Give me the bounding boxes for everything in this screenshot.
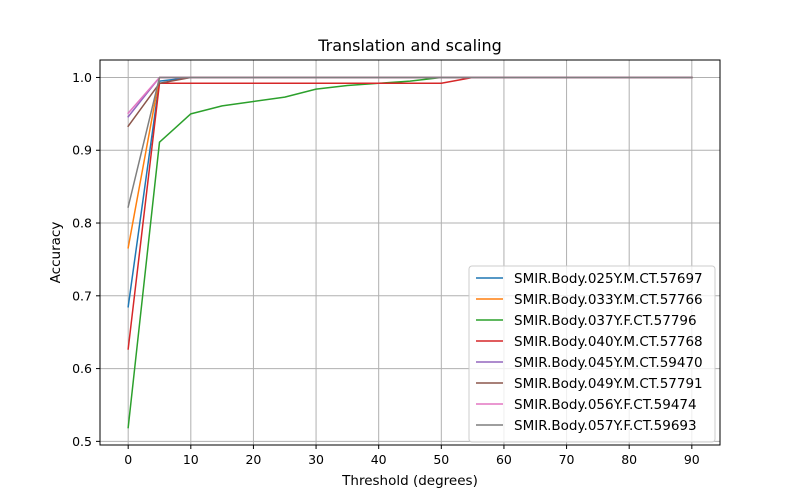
legend-label: SMIR.Body.040Y.M.CT.57768 [514,334,703,350]
x-tick-label: 90 [684,452,700,467]
legend-box [468,265,716,443]
x-tick-label: 80 [621,452,637,467]
legend-label: SMIR.Body.025Y.M.CT.57697 [514,271,703,287]
x-tick-label: 20 [245,452,261,467]
y-tick-label: 0.6 [72,361,92,376]
legend-label: SMIR.Body.056Y.F.CT.59474 [514,397,697,413]
legend-label: SMIR.Body.057Y.F.CT.59693 [514,418,697,434]
x-tick-label: 70 [559,452,575,467]
y-tick-label: 0.7 [72,288,92,303]
x-tick-label: 10 [183,452,199,467]
x-tick-label: 40 [371,452,387,467]
x-axis-label: Threshold (degrees) [341,473,478,489]
legend: SMIR.Body.025Y.M.CT.57697 SMIR.Body.033Y.… [468,265,716,443]
y-tick-label: 0.8 [72,216,92,231]
legend-label: SMIR.Body.045Y.M.CT.59470 [514,355,703,371]
y-tick-label: 0.5 [72,434,92,449]
x-tick-label: 60 [496,452,512,467]
axis-ticks: 0 10 20 30 40 50 60 70 80 90 0.5 0.6 0.7 0.8 0.9 1.0 [72,70,700,467]
legend-label: SMIR.Body.033Y.M.CT.57766 [514,292,703,308]
x-tick-label: 50 [433,452,449,467]
x-tick-label: 0 [124,452,132,467]
series-line [127,76,693,208]
chart-title: Translation and scaling [317,36,502,55]
plot-frame [99,59,721,446]
y-tick-label: 1.0 [72,70,92,85]
series-lines [127,76,693,429]
y-axis-label: Accuracy [48,222,64,284]
legend-label: SMIR.Body.037Y.F.CT.57796 [514,313,697,329]
legend-label: SMIR.Body.049Y.M.CT.57791 [514,376,703,392]
y-tick-label: 0.9 [72,143,92,158]
x-tick-label: 30 [308,452,324,467]
